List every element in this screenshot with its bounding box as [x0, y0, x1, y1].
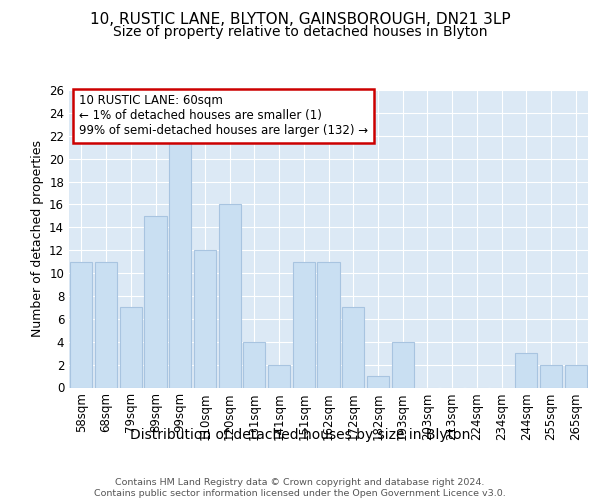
- Bar: [317, 262, 340, 388]
- Bar: [565, 364, 587, 388]
- Bar: [95, 262, 117, 388]
- Text: Contains HM Land Registry data © Crown copyright and database right 2024.
Contai: Contains HM Land Registry data © Crown c…: [94, 478, 506, 498]
- Text: 10, RUSTIC LANE, BLYTON, GAINSBOROUGH, DN21 3LP: 10, RUSTIC LANE, BLYTON, GAINSBOROUGH, D…: [89, 12, 511, 28]
- Bar: [367, 376, 389, 388]
- Bar: [243, 342, 265, 388]
- Bar: [392, 342, 414, 388]
- Bar: [194, 250, 216, 388]
- Bar: [342, 308, 364, 388]
- Bar: [119, 308, 142, 388]
- Y-axis label: Number of detached properties: Number of detached properties: [31, 140, 44, 337]
- Bar: [293, 262, 315, 388]
- Bar: [515, 353, 538, 388]
- Bar: [70, 262, 92, 388]
- Bar: [169, 136, 191, 388]
- Bar: [218, 204, 241, 388]
- Text: Distribution of detached houses by size in Blyton: Distribution of detached houses by size …: [130, 428, 470, 442]
- Bar: [540, 364, 562, 388]
- Bar: [145, 216, 167, 388]
- Bar: [268, 364, 290, 388]
- Text: Size of property relative to detached houses in Blyton: Size of property relative to detached ho…: [113, 25, 487, 39]
- Text: 10 RUSTIC LANE: 60sqm
← 1% of detached houses are smaller (1)
99% of semi-detach: 10 RUSTIC LANE: 60sqm ← 1% of detached h…: [79, 94, 368, 138]
